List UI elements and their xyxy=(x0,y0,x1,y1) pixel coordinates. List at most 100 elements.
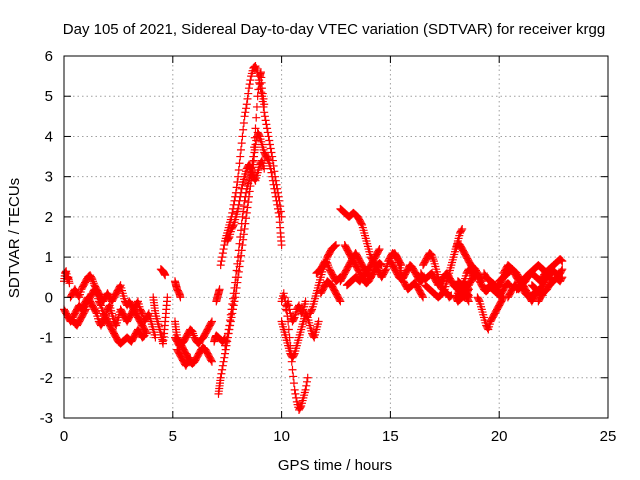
data-point xyxy=(289,372,298,381)
data-point xyxy=(464,297,473,306)
data-point xyxy=(217,369,226,378)
data-point xyxy=(558,273,567,282)
data-point xyxy=(261,116,270,125)
data-point xyxy=(89,277,98,286)
data-point xyxy=(474,273,483,282)
data-point xyxy=(189,331,198,340)
data-point xyxy=(457,226,466,235)
data-point xyxy=(232,266,241,275)
data-point xyxy=(264,132,273,141)
data-point xyxy=(115,282,124,291)
data-point xyxy=(224,325,233,334)
data-point xyxy=(291,389,300,398)
data-point xyxy=(280,293,289,302)
data-point xyxy=(87,273,96,282)
x-tick-label: 0 xyxy=(60,428,68,445)
data-point xyxy=(262,120,271,129)
data-point xyxy=(263,128,272,137)
data-point xyxy=(418,291,427,300)
data-point xyxy=(219,357,228,366)
data-point xyxy=(236,145,245,154)
data-point xyxy=(253,92,262,101)
data-point xyxy=(246,163,255,172)
data-point xyxy=(249,152,258,161)
data-point xyxy=(270,167,279,176)
data-point xyxy=(230,283,239,292)
data-point xyxy=(139,332,148,341)
y-tick-label: 5 xyxy=(45,88,53,105)
data-point xyxy=(104,302,113,311)
data-point xyxy=(91,308,100,317)
data-point xyxy=(374,246,383,255)
data-point xyxy=(231,278,240,287)
data-point xyxy=(223,329,232,338)
data-point xyxy=(239,202,248,211)
data-point xyxy=(284,301,293,310)
data-point xyxy=(474,275,483,284)
data-point xyxy=(74,291,83,300)
data-point xyxy=(473,271,482,280)
data-point xyxy=(336,297,345,306)
data-point xyxy=(186,353,195,362)
data-point xyxy=(229,222,238,231)
y-tick-label: -3 xyxy=(40,410,53,427)
data-point xyxy=(267,148,276,157)
data-point xyxy=(357,219,366,228)
data-point xyxy=(314,317,323,326)
data-point xyxy=(285,305,294,314)
data-point xyxy=(258,89,267,98)
data-point xyxy=(242,104,251,113)
data-point xyxy=(268,152,277,161)
data-point xyxy=(226,310,235,319)
data-point xyxy=(139,332,148,341)
data-point xyxy=(332,241,340,250)
data-point xyxy=(237,184,246,193)
data-point xyxy=(227,305,236,314)
data-point xyxy=(231,273,240,282)
data-point xyxy=(207,357,216,366)
data-point xyxy=(176,293,185,302)
data-point xyxy=(236,188,245,197)
data-point xyxy=(257,157,266,166)
y-tick-label: -2 xyxy=(40,370,53,387)
data-point xyxy=(289,314,298,323)
data-point xyxy=(235,159,244,168)
data-point xyxy=(251,124,260,133)
data-point xyxy=(330,242,339,251)
data-point xyxy=(260,112,269,121)
data-point xyxy=(260,108,269,117)
data-point xyxy=(273,184,282,193)
data-point xyxy=(302,381,311,390)
x-tick-label: 20 xyxy=(491,428,508,445)
data-point xyxy=(236,226,245,235)
data-point xyxy=(221,345,230,354)
plot-frame xyxy=(63,55,609,419)
data-point xyxy=(392,251,401,260)
data-point xyxy=(419,293,428,302)
data-point xyxy=(298,306,307,315)
data-point xyxy=(239,125,248,134)
data-point xyxy=(245,80,254,89)
data-point xyxy=(558,265,567,274)
data-point xyxy=(323,259,332,268)
data-point xyxy=(246,76,255,85)
data-point xyxy=(252,102,261,111)
data-point xyxy=(277,241,286,250)
data-point xyxy=(284,297,293,306)
data-point xyxy=(238,132,247,141)
data-point xyxy=(335,296,344,305)
data-point xyxy=(260,100,269,109)
data-point xyxy=(447,291,456,300)
data-point xyxy=(331,241,340,250)
axis-ticks xyxy=(63,55,609,419)
data-point xyxy=(445,292,454,301)
data-point xyxy=(229,301,238,310)
data-point xyxy=(301,385,310,394)
y-tick-label: 1 xyxy=(45,249,53,266)
data-point xyxy=(240,224,249,233)
x-axis-label: GPS time / hours xyxy=(278,457,392,474)
data-point xyxy=(228,309,237,318)
data-point xyxy=(236,152,245,161)
data-point xyxy=(250,175,259,184)
